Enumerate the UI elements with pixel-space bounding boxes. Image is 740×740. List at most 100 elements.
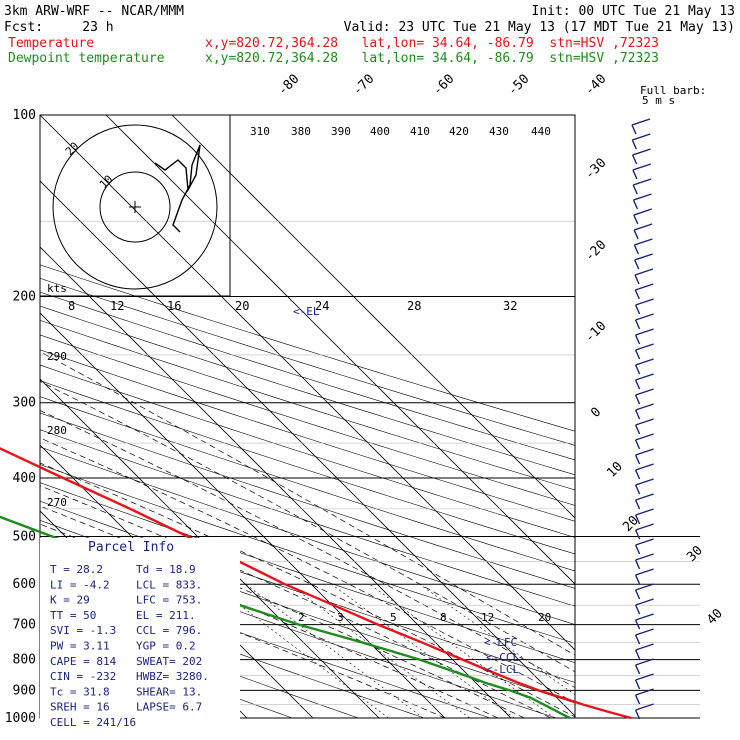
parcel-row-right-4: CCL = 796. bbox=[136, 624, 202, 637]
wind-barb-flag-29 bbox=[634, 559, 641, 570]
parcel-row-left-6: CAPE = 814 bbox=[50, 655, 117, 668]
wind-barb-11 bbox=[635, 283, 654, 291]
wind-barb-15 bbox=[635, 343, 654, 351]
isotherm-label-top-2: -60 bbox=[430, 72, 457, 99]
wind-barb-flag-18 bbox=[634, 394, 641, 405]
wind-barb-flag-15 bbox=[634, 349, 641, 360]
moist-adiabat-16 bbox=[40, 485, 551, 718]
header-init: Init: 00 UTC Tue 21 May 13 bbox=[532, 4, 736, 19]
wind-barb-flag-13 bbox=[634, 319, 641, 330]
parcel-row-left-4: SVI = -1.3 bbox=[50, 624, 116, 637]
wind-barb-flag-35 bbox=[634, 649, 641, 660]
header-forecast: Fcst: 23 h bbox=[4, 20, 114, 35]
wind-barb-flag-2 bbox=[631, 154, 638, 165]
wind-barb-flag-9 bbox=[634, 259, 640, 270]
parcel-row-left-9: SREH = 16 bbox=[50, 701, 110, 714]
lower-mixing-label-0: 2 bbox=[298, 611, 305, 624]
isotherm-label-top-3: -50 bbox=[505, 72, 532, 99]
wind-barb-flag-0 bbox=[631, 124, 637, 135]
isotherm-label-right-4: 10 bbox=[604, 459, 626, 481]
theta-label-4: 410 bbox=[410, 125, 430, 138]
pressure-label-1000: 1000 bbox=[5, 711, 36, 726]
hodograph: 10 20 kts bbox=[40, 115, 231, 297]
parcel-info-title: Parcel Info bbox=[88, 540, 174, 555]
wind-barb-16 bbox=[635, 358, 654, 366]
lower-mixing-label-4: 12 bbox=[481, 611, 494, 624]
wind-barb-flag-1 bbox=[631, 139, 637, 150]
mixing-label-1: 12 bbox=[110, 299, 124, 313]
wind-barb-flag-37 bbox=[634, 679, 641, 690]
wind-barb-flag-28 bbox=[634, 544, 641, 555]
wind-barb-flag-20 bbox=[634, 424, 641, 435]
hodograph-ring-label-20: 20 bbox=[63, 140, 82, 159]
isotherm-40 bbox=[105, 115, 575, 585]
parcel-row-left-2: K = 29 bbox=[50, 594, 90, 607]
isotherm-label-right-5: 20 bbox=[620, 513, 642, 535]
parcel-row-left-3: TT = 50 bbox=[50, 609, 96, 622]
thetae-label-0: 290 bbox=[47, 350, 67, 363]
wind-barb-3 bbox=[632, 163, 652, 171]
isotherm-label-right-2: -10 bbox=[582, 319, 609, 346]
parcel-row-right-2: LFC = 753. bbox=[136, 594, 202, 607]
wind-barb-flag-7 bbox=[633, 229, 639, 240]
wind-barb-20 bbox=[635, 418, 654, 426]
isotherm-50 bbox=[171, 115, 575, 519]
wind-barb-27 bbox=[635, 523, 654, 531]
parcel-row-right-9: LAPSE= 6.7 bbox=[136, 701, 202, 714]
wind-barb-23 bbox=[635, 463, 654, 471]
parcel-row-right-8: SHEAR= 13. bbox=[136, 685, 202, 698]
isotherm-label-right-0: -30 bbox=[582, 156, 609, 183]
parcel-info-box: Parcel Info T = 28.2 Td = 18.9 LI = -4.2 LC… bbox=[40, 538, 240, 729]
mixing-label-0: 8 bbox=[68, 299, 75, 313]
wind-barb-flag-33 bbox=[634, 619, 641, 630]
wind-barb-8 bbox=[634, 238, 653, 246]
wind-barb-35 bbox=[635, 643, 654, 651]
wind-barb-37 bbox=[635, 673, 654, 681]
legend-dewpoint-info: x,y=820.72,364.28 lat,lon= 34.64, -86.79… bbox=[205, 51, 659, 66]
mixing-label-5: 28 bbox=[407, 299, 421, 313]
pressure-label-900: 900 bbox=[13, 683, 36, 698]
wind-barb-flag-8 bbox=[633, 244, 640, 255]
wind-barb-flag-12 bbox=[634, 304, 641, 315]
wind-barb-21 bbox=[635, 433, 654, 441]
thetae-label-2: 270 bbox=[47, 496, 67, 509]
wind-barb-flag-19 bbox=[634, 409, 641, 420]
wind-barb-flag-6 bbox=[633, 214, 639, 225]
wind-barb-38 bbox=[635, 688, 654, 696]
wind-barb-flag-31 bbox=[634, 589, 641, 600]
pressure-label-500: 500 bbox=[13, 529, 36, 544]
wind-barb-flag-34 bbox=[634, 634, 641, 645]
isotherm-30 bbox=[40, 115, 575, 651]
legend-temperature: Temperature bbox=[8, 36, 94, 51]
pressure-label-600: 600 bbox=[13, 577, 36, 592]
wind-barb-31 bbox=[635, 583, 654, 591]
wind-barb-26 bbox=[635, 508, 654, 516]
wind-barb-4 bbox=[632, 178, 652, 186]
wind-barb-22 bbox=[635, 448, 654, 456]
hodograph-ring-10 bbox=[99, 171, 171, 243]
wind-barb-flag-23 bbox=[634, 469, 641, 480]
isotherm-10 bbox=[40, 246, 512, 718]
hodograph-trace bbox=[154, 144, 201, 233]
lower-mixing-label-2: 5 bbox=[390, 611, 397, 624]
wind-barb-flag-38 bbox=[634, 694, 641, 705]
wind-barb-9 bbox=[634, 253, 653, 261]
wind-barb-18 bbox=[635, 388, 654, 396]
wind-barb-flag-10 bbox=[634, 274, 640, 285]
isotherm-label-top-0: -80 bbox=[275, 72, 302, 99]
pressure-label-100: 100 bbox=[13, 108, 36, 123]
wind-barb-flag-22 bbox=[634, 454, 641, 465]
pressure-label-200: 200 bbox=[13, 290, 36, 305]
header-valid: Valid: 23 UTC Tue 21 May 13 (17 MDT Tue … bbox=[344, 20, 735, 35]
wind-barb-flag-27 bbox=[634, 529, 641, 540]
theta-label-7: 440 bbox=[531, 125, 551, 138]
parcel-row-left-7: CIN = -232 bbox=[50, 670, 116, 683]
wind-barb-flag-11 bbox=[634, 289, 640, 300]
parcel-row-left-5: PW = 3.11 bbox=[50, 640, 110, 653]
mixing-label-4: 24 bbox=[315, 299, 329, 313]
legend-temperature-info: x,y=820.72,364.28 lat,lon= 34.64, -86.79… bbox=[205, 36, 659, 51]
mixing-label-6: 32 bbox=[503, 299, 517, 313]
wind-barb-24 bbox=[635, 478, 654, 486]
wind-barb-25 bbox=[635, 493, 654, 501]
wind-barb-12 bbox=[635, 298, 654, 306]
